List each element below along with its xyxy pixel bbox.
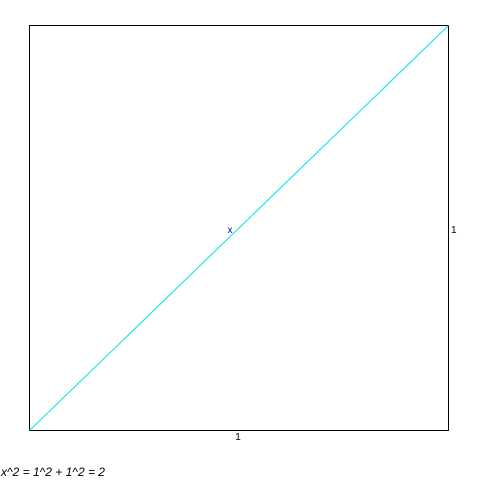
equation-text: x^2 = 1^2 + 1^2 = 2 — [1, 465, 105, 479]
bottom-side-label: 1 — [235, 432, 241, 443]
diagonal-line — [29, 25, 449, 431]
diagonal-label: x — [228, 225, 233, 236]
unit-square — [29, 25, 449, 431]
right-side-label: 1 — [451, 225, 457, 236]
